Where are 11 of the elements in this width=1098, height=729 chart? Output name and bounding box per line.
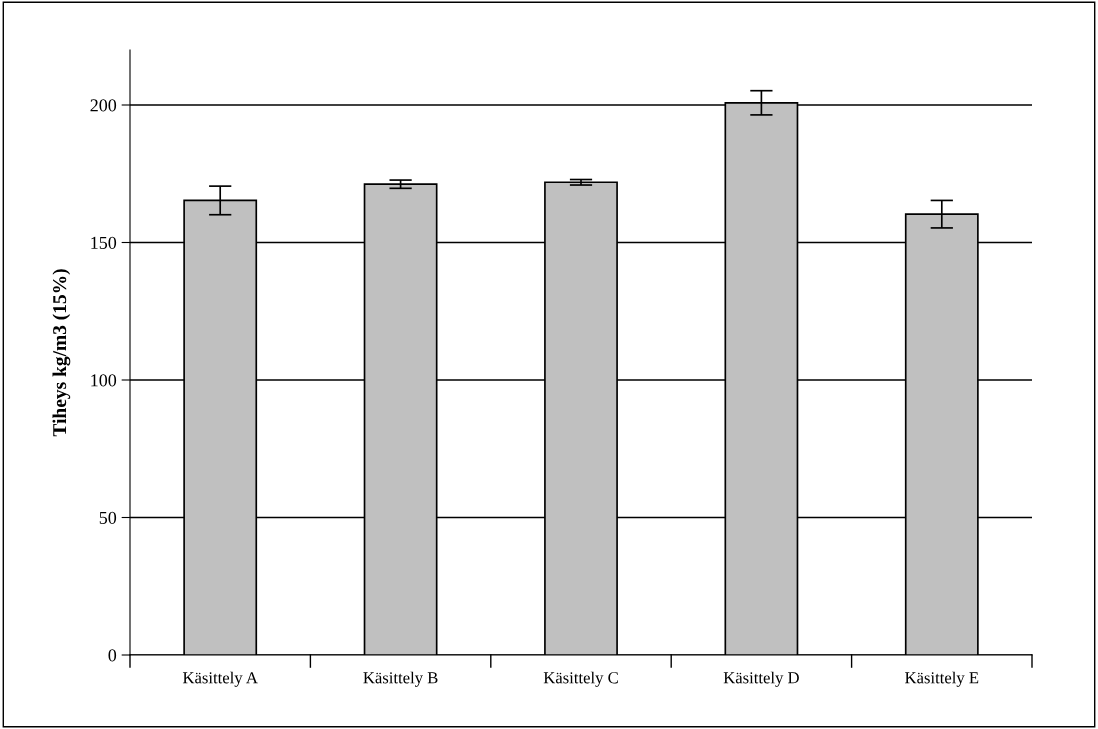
x-tick-label: Käsittely D [723, 671, 799, 687]
y-tick-label: 50 [99, 511, 117, 524]
x-tick-label: Käsittely B [363, 671, 438, 687]
x-tick-label: Käsittely A [182, 671, 258, 687]
y-tick-label: 0 [108, 649, 117, 662]
y-tick-label: 100 [91, 374, 117, 387]
x-tick-label: Käsittely E [905, 671, 979, 687]
y-axis-title: Tiheys kg/m3 (15%) [52, 269, 71, 437]
y-tick-label: 150 [91, 236, 117, 249]
x-tick-label: Käsittely C [543, 671, 618, 687]
y-tick-label: 200 [90, 99, 117, 112]
